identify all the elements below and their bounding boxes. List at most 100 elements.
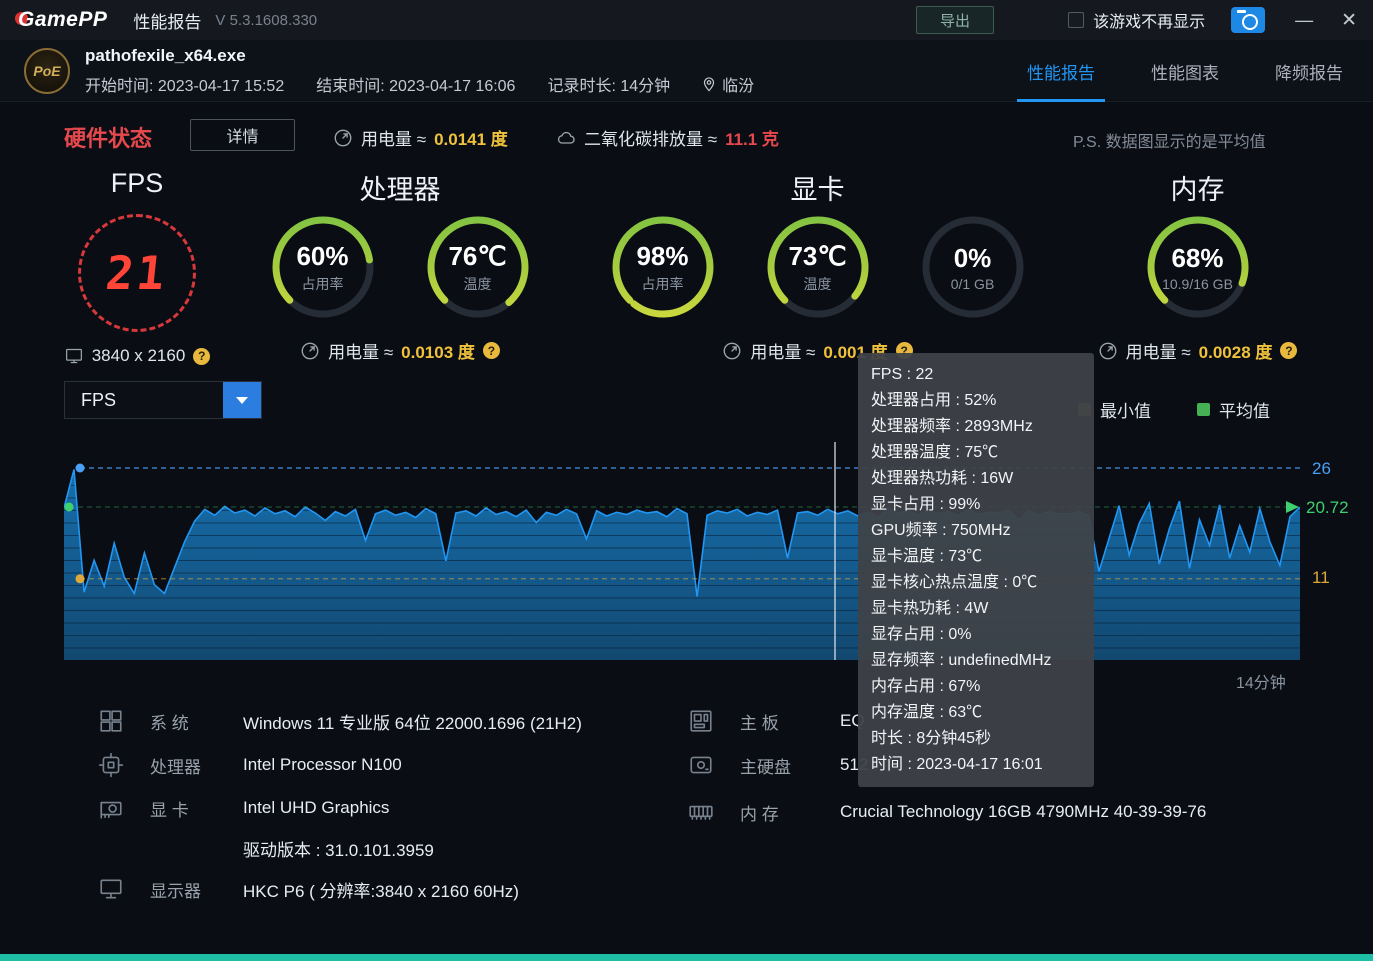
hardware-status-title: 硬件状态	[64, 126, 153, 151]
gpu-temp-label: 温度	[803, 275, 832, 292]
version-text: V 5.3.1608.330	[215, 11, 318, 29]
sys-row-ram: 内 存 Crucial Technology 16GB 4790MHz 40-3…	[688, 799, 1206, 825]
cpu-temp-ring-svg	[426, 216, 528, 318]
app-logo: GamePP	[15, 8, 108, 32]
tab-throttle-report[interactable]: 降频报告	[1275, 63, 1343, 83]
location-pin-icon	[704, 76, 715, 92]
fps-area-chart[interactable]	[63, 438, 1301, 663]
legend-avg[interactable]: 平均值	[1197, 397, 1270, 422]
motherboard-label: 主 板	[740, 713, 779, 733]
gpu-usage-label: 占用率	[641, 275, 684, 292]
cpu-power-help-icon[interactable]: ?	[482, 342, 500, 359]
tooltip-line: 内存温度 : 63℃	[871, 704, 983, 721]
mem-usage-text: 68% 10.9/16 GB	[1143, 212, 1253, 322]
cpu-value: Intel Processor N100	[243, 755, 402, 774]
tooltip-line: 显卡占用 : 99%	[871, 496, 981, 513]
gpu-icon	[100, 801, 122, 819]
mem-usage-ring: 68% 10.9/16 GB	[1143, 212, 1253, 322]
gpu-vram-ring-svg	[922, 216, 1023, 318]
co2-stat: 二氧化碳排放量 ≈ 11.1 克	[556, 125, 779, 150]
monitor-icon	[65, 348, 82, 364]
guide-dot-max	[75, 463, 85, 473]
power-meter-icon	[1099, 342, 1117, 359]
location-label: 临汾	[722, 78, 755, 95]
gpu-vram-value: 0%	[953, 242, 992, 273]
tab-performance-report[interactable]: 性能报告	[1017, 40, 1105, 102]
gpu-temp-ring-svg	[767, 216, 868, 318]
sys-row-disk: 主硬盘 512	[688, 752, 868, 778]
bottom-accent-strip	[0, 954, 1373, 961]
system-icon	[100, 710, 122, 732]
ram-icon	[689, 805, 713, 820]
legend-avg-swatch	[1197, 403, 1210, 416]
x-axis-end-label: 14分钟	[1236, 675, 1286, 692]
gpu-temp-value: 73℃	[788, 240, 847, 271]
co2-label: 二氧化碳排放量 ≈	[584, 130, 718, 149]
metric-dropdown[interactable]: FPS	[64, 381, 262, 419]
mem-usage-value: 68%	[1171, 242, 1224, 273]
report-tabs: 性能报告 性能图表 降频报告	[1017, 40, 1343, 102]
cpu-power-label: 用电量 ≈	[328, 343, 394, 362]
record-duration: 记录时长: 14分钟	[547, 78, 671, 95]
gpu-value: Intel UHD Graphics	[243, 798, 390, 817]
power-meter-icon	[723, 342, 741, 359]
gpu-temp-ring: 73℃ 温度	[763, 212, 873, 322]
tab-performance-chart[interactable]: 性能图表	[1151, 63, 1219, 83]
gpu-vram-text: 0% 0/1 GB	[918, 212, 1028, 322]
sys-row-monitor: 显示器 HKC P6 ( 分辨率:3840 x 2160 60Hz)	[98, 876, 519, 902]
cpu-power-row: 用电量 ≈ 0.0103 度 ?	[250, 338, 550, 363]
chart-legend: 最小值 平均值	[1078, 397, 1270, 422]
titlebar: GamePP 性能报告 V 5.3.1608.330 导出 该游戏不再显示 — …	[0, 0, 1373, 40]
detail-button[interactable]: 详情	[190, 119, 295, 151]
legend-min-label: 最小值	[1100, 402, 1151, 421]
tooltip-line: 处理器热功耗 : 16W	[871, 470, 1014, 487]
screenshot-camera-button[interactable]	[1231, 7, 1266, 33]
mem-usage-ring-svg	[1147, 216, 1248, 318]
location: 临汾	[702, 72, 754, 96]
gpu-vram-label: 0/1 GB	[950, 275, 995, 292]
gpu-temp-text: 73℃ 温度	[763, 212, 873, 322]
mem-gauge-block: 内存 68% 10.9/16 GB 用电量 ≈ 0.0028 度 ?	[1065, 168, 1330, 363]
mem-power-help-icon[interactable]: ?	[1280, 342, 1298, 359]
avg-arrow-icon	[1286, 500, 1299, 513]
gpu-label: 显 卡	[150, 800, 189, 820]
sys-row-os: 系 统 Windows 11 专业版 64位 22000.1696 (21H2)	[98, 708, 582, 734]
chart-area	[64, 469, 1300, 660]
cpu-gauge-block: 处理器 60% 占用率 76℃ 温度	[250, 168, 550, 363]
chart-line	[63, 469, 1301, 597]
disk-label: 主硬盘	[740, 757, 791, 777]
motherboard-icon	[690, 710, 712, 732]
fps-dial: 21	[78, 214, 196, 332]
axis-max-label: 26	[1312, 459, 1331, 478]
mem-power-label: 用电量 ≈	[1125, 343, 1191, 362]
fps-chart-plot[interactable]	[63, 438, 1301, 663]
tooltip-line: 时间 : 2023-04-17 16:01	[871, 756, 1043, 773]
tooltip-line: GPU频率 : 750MHz	[871, 522, 1011, 539]
session-meta: 开始时间: 2023-04-17 15:52 结束时间: 2023-04-17 …	[85, 72, 754, 96]
close-button[interactable]: ✕	[1341, 9, 1357, 31]
session-header: PoE pathofexile_x64.exe 开始时间: 2023-04-17…	[0, 40, 1373, 102]
resolution-help-icon[interactable]: ?	[193, 347, 211, 365]
gpu-vram-ring: 0% 0/1 GB	[918, 212, 1028, 322]
chevron-down-icon[interactable]	[223, 382, 261, 418]
os-value: Windows 11 专业版 64位 22000.1696 (21H2)	[243, 713, 582, 733]
hide-game-checkbox[interactable]	[1068, 12, 1085, 28]
fps-title: FPS	[110, 168, 164, 198]
metric-dropdown-value[interactable]: FPS	[81, 389, 117, 410]
export-button[interactable]: 导出	[916, 6, 995, 34]
logo-text: GamePP	[18, 8, 108, 31]
minimize-button[interactable]: —	[1295, 9, 1314, 30]
cpu-temp-text: 76℃ 温度	[423, 212, 533, 322]
co2-icon	[557, 131, 575, 144]
mem-power-value: 0.0028 度	[1198, 343, 1273, 362]
tooltip-line: 内存占用 : 67%	[871, 678, 981, 695]
power-meter-icon	[301, 342, 319, 359]
hide-game-option[interactable]: 该游戏不再显示	[1068, 8, 1205, 32]
cpu-label: 处理器	[150, 757, 201, 777]
sys-row-gpu: 显 卡 Intel UHD Graphics	[98, 795, 389, 821]
cpu-temp-value: 76℃	[448, 240, 507, 271]
tooltip-line: 显卡核心热点温度 : 0℃	[871, 574, 1038, 591]
power-meter-icon	[334, 129, 352, 146]
cpu-usage-ring: 60% 占用率	[268, 212, 378, 322]
